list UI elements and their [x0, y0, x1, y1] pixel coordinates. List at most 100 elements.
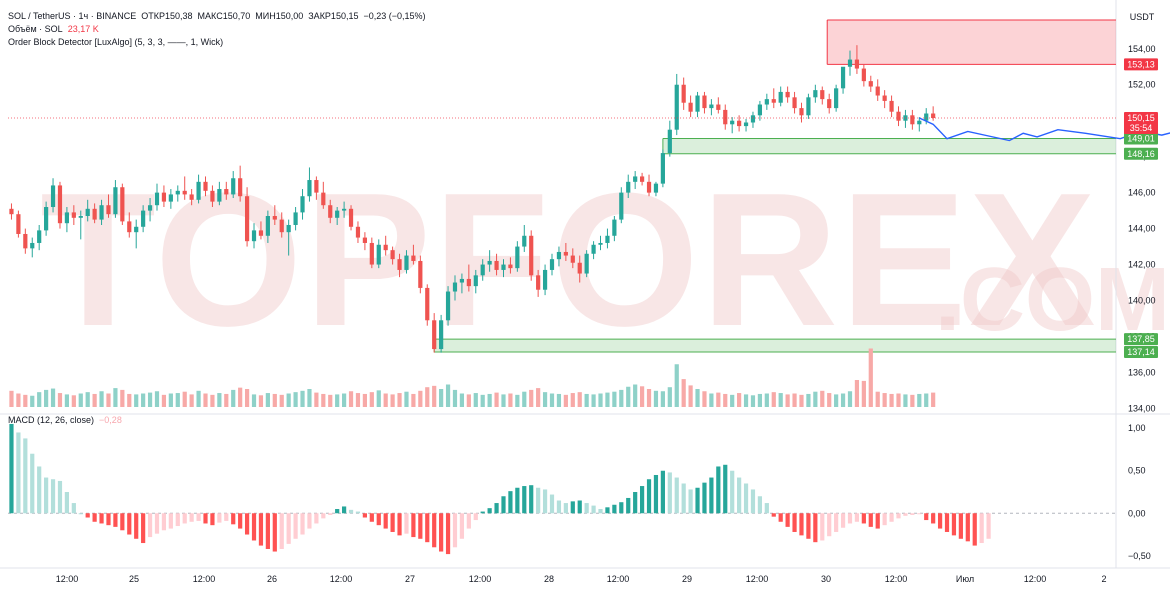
macd-bar	[355, 511, 361, 514]
macd-bar	[619, 502, 624, 514]
symbol-legend[interactable]: SOL / TetherUS · 1ч · BINANCE ОТКР150,38…	[8, 10, 426, 22]
candle-body	[522, 235, 527, 247]
macd-bar	[71, 503, 76, 514]
candle-body	[134, 226, 139, 233]
macd-bar	[723, 464, 728, 514]
candle-body	[882, 95, 887, 101]
macd-bar	[182, 513, 187, 524]
volume-bar	[743, 394, 749, 407]
volume-bar	[64, 394, 70, 407]
volume-bar	[134, 394, 139, 407]
macd-bar	[986, 513, 991, 539]
candle-body	[827, 99, 832, 109]
candle-body	[771, 99, 776, 103]
symbol-label: SOL / TetherUS · 1ч · BINANCE	[8, 11, 137, 21]
candle-body	[71, 212, 76, 218]
candle-body	[175, 190, 180, 195]
volume-bar	[806, 393, 811, 407]
macd-bar	[674, 477, 679, 514]
macd-tick-label: 1,00	[1128, 423, 1146, 433]
volume-bar	[307, 389, 312, 407]
macd-bar	[612, 504, 617, 514]
candle-body	[203, 181, 208, 191]
indicator-legend[interactable]: Order Block Detector [LuxAlgo] (5, 3, 3,…	[8, 36, 223, 48]
candle-body	[30, 242, 35, 249]
volume-label: Объём · SOL	[8, 24, 63, 34]
candle-body	[750, 115, 756, 123]
macd-bar	[639, 486, 645, 514]
volume-bar	[778, 393, 783, 407]
macd-bar	[494, 503, 499, 514]
candle-body	[217, 189, 222, 202]
candle-body	[452, 282, 458, 292]
volume-bar	[626, 386, 631, 407]
macd-bar	[875, 513, 880, 529]
indicator-label: Order Block Detector [LuxAlgo] (5, 3, 3,…	[8, 37, 224, 47]
price-axis[interactable]: USDT154,00152,00150,00148,00146,00144,00…	[1124, 12, 1158, 561]
volume-bar	[175, 393, 180, 407]
candle-body	[792, 97, 797, 109]
volume-bar	[584, 393, 589, 407]
volume-bar	[605, 392, 610, 407]
macd-bar	[882, 513, 887, 526]
macd-bar	[397, 513, 402, 536]
volume-bar	[161, 394, 167, 407]
macd-bar	[577, 500, 582, 514]
order-block-bottom-tag: 153,13	[1127, 59, 1155, 69]
candle-body	[508, 264, 513, 269]
ohlc-low: МИН150,00	[255, 11, 304, 21]
volume-bar	[383, 393, 388, 407]
macd-bar	[556, 500, 562, 514]
volume-bar	[542, 392, 548, 407]
volume-bar	[931, 392, 936, 407]
volume-bar	[508, 393, 513, 407]
volume-bar	[619, 389, 624, 407]
volume-bar	[820, 390, 825, 407]
price-tick-label: 154,00	[1128, 44, 1156, 54]
candle-body	[196, 181, 201, 200]
candle-body	[44, 207, 49, 231]
time-tick-label: 12:00	[193, 574, 216, 584]
macd-legend[interactable]: MACD (12, 26, close) −0,28	[8, 414, 122, 426]
candle-body	[854, 59, 860, 69]
time-tick-label: 30	[821, 574, 831, 584]
macd-bar	[418, 513, 423, 539]
volume-bar	[653, 390, 659, 407]
macd-bar	[910, 513, 915, 515]
candle-body	[300, 196, 305, 213]
candle-body	[820, 90, 825, 100]
macd-bar	[362, 513, 367, 518]
candle-body	[653, 183, 659, 193]
macd-bar	[189, 513, 194, 522]
price-tick-label: 140,00	[1128, 296, 1156, 306]
volume-bar	[224, 393, 229, 407]
candle-body	[785, 91, 790, 98]
macd-bar	[404, 513, 409, 534]
time-axis[interactable]: 12:00 25 12:00 26 12:00 27 12:00 28 12:00 29 12:00…	[56, 574, 1107, 584]
candle-body	[639, 176, 645, 182]
time-tick-label: 25	[129, 574, 139, 584]
order-block-bottom-tag-bg	[1124, 345, 1158, 358]
macd-bar	[743, 483, 749, 514]
macd-bar	[487, 508, 492, 514]
volume-legend[interactable]: Объём · SOL 23,17 K	[8, 23, 99, 35]
macd-bar	[321, 513, 326, 519]
macd-bar	[127, 513, 132, 535]
candle-body	[244, 196, 250, 242]
volume-bar	[903, 394, 908, 407]
candle-body	[702, 95, 707, 109]
volume-bar	[57, 393, 63, 407]
macd-bar	[806, 513, 811, 539]
candle-body	[875, 86, 880, 96]
volume-bar	[279, 394, 284, 407]
macd-bar	[584, 503, 589, 514]
volume-bar	[147, 392, 153, 407]
volume-bar	[750, 395, 756, 407]
ohlc-close: ЗАКР150,15	[308, 11, 359, 21]
macd-bar	[106, 513, 111, 526]
volume-bar	[432, 385, 437, 407]
candle-body	[321, 192, 326, 206]
volume-bar	[792, 393, 797, 407]
volume-bar	[466, 394, 471, 407]
